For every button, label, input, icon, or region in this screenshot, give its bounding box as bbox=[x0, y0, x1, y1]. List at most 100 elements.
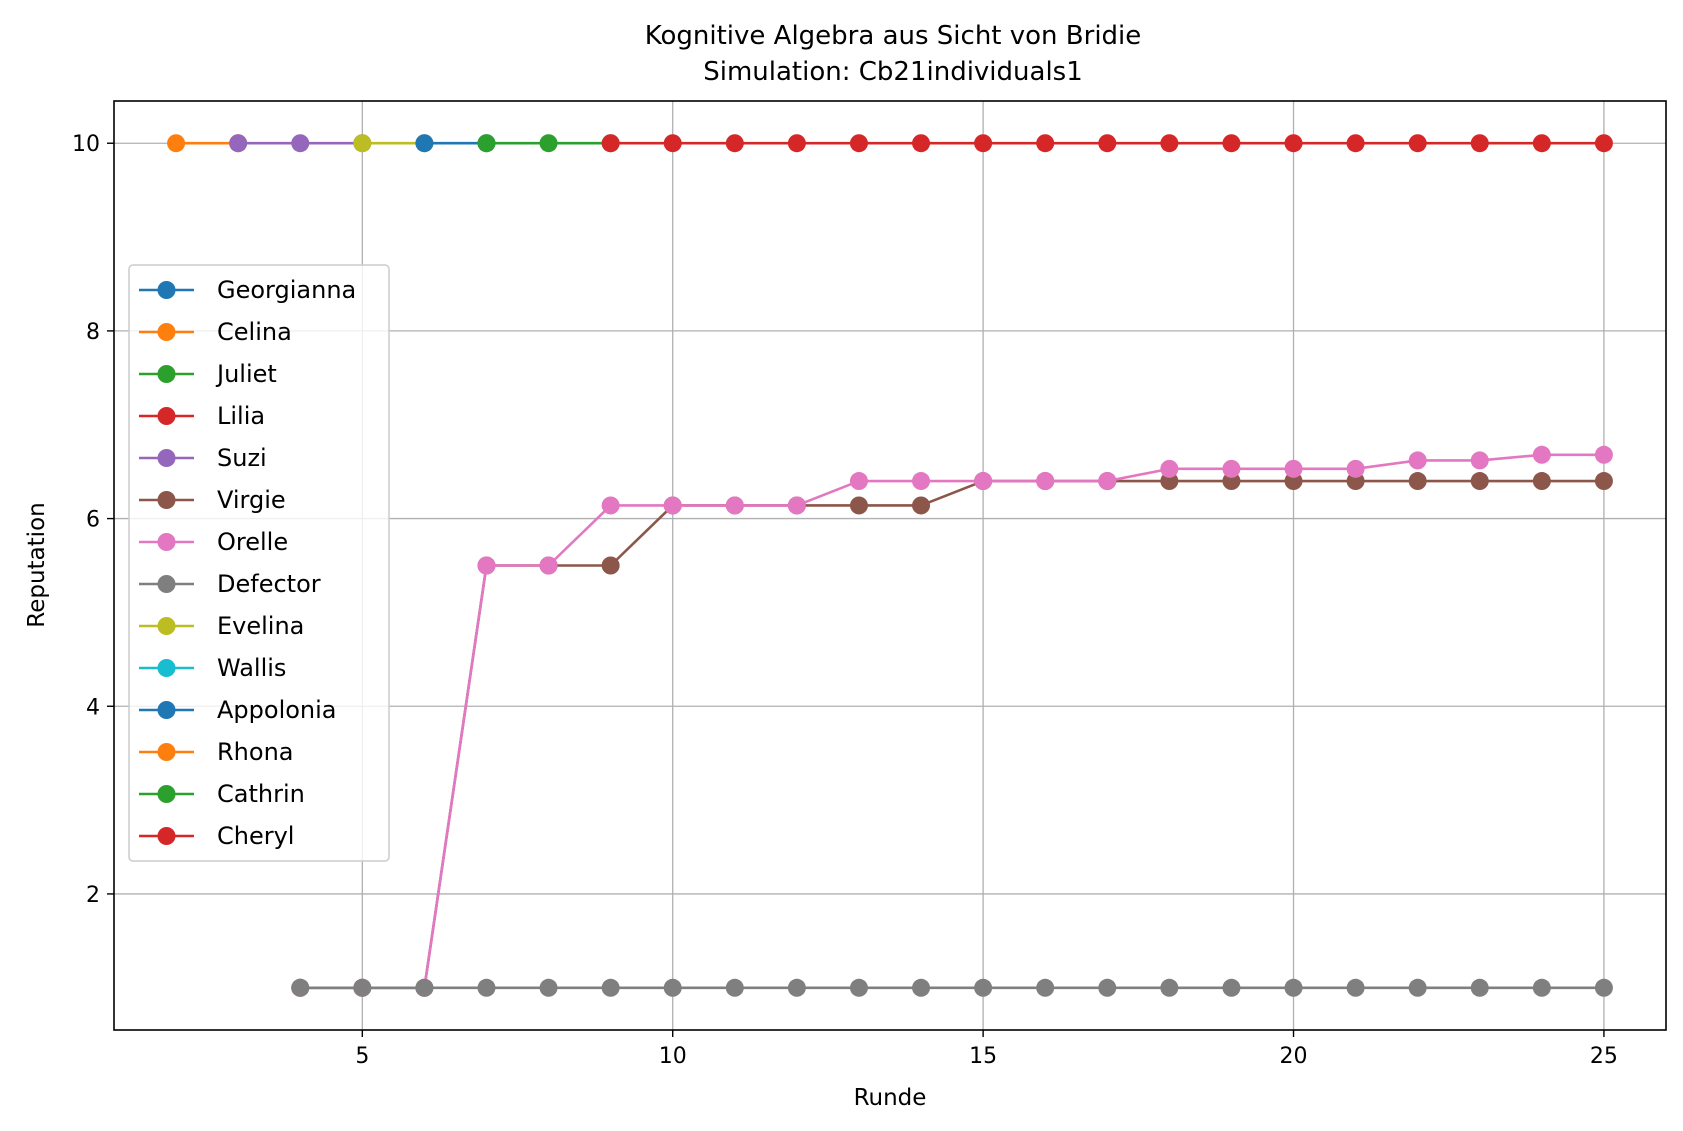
data-point bbox=[1098, 134, 1117, 153]
axis-ticks: 5 10 15 20 25 2 4 6 8 10 bbox=[72, 132, 1618, 1069]
legend-swatch-marker bbox=[157, 617, 176, 635]
data-point bbox=[849, 496, 868, 515]
legend-swatch-marker bbox=[157, 407, 176, 425]
data-point bbox=[1222, 459, 1241, 478]
legend-label: Virgie bbox=[217, 486, 286, 514]
data-point bbox=[1532, 445, 1551, 464]
legend-swatch-marker bbox=[157, 365, 176, 383]
data-point bbox=[1594, 445, 1613, 464]
data-point bbox=[477, 556, 496, 575]
data-point bbox=[1036, 472, 1055, 491]
data-point bbox=[291, 978, 310, 997]
data-point bbox=[291, 134, 310, 153]
data-point bbox=[167, 134, 186, 153]
data-point bbox=[1346, 978, 1365, 997]
data-point bbox=[1408, 451, 1427, 470]
series-line bbox=[300, 453, 1604, 990]
series-defector bbox=[291, 978, 1613, 997]
data-point bbox=[1098, 472, 1117, 491]
x-axis-label: Runde bbox=[854, 1085, 927, 1111]
x-tick-label: 20 bbox=[1280, 1044, 1308, 1069]
data-point bbox=[1408, 134, 1427, 153]
legend-item-cheryl: Cheryl bbox=[139, 822, 294, 850]
legend-label: Wallis bbox=[217, 654, 286, 682]
legend-swatch-marker bbox=[157, 575, 176, 593]
series-line bbox=[300, 479, 1604, 990]
data-point bbox=[1532, 134, 1551, 153]
data-point bbox=[849, 472, 868, 491]
data-point bbox=[601, 134, 620, 153]
legend-label: Lilia bbox=[217, 402, 265, 430]
legend-item-rhona: Rhona bbox=[139, 738, 294, 766]
data-point bbox=[1284, 134, 1303, 153]
series-layer bbox=[167, 134, 1613, 997]
x-tick-label: 25 bbox=[1590, 1044, 1618, 1069]
data-point bbox=[601, 978, 620, 997]
data-point bbox=[539, 134, 558, 153]
data-point bbox=[912, 472, 931, 491]
data-point bbox=[1470, 472, 1489, 491]
data-point bbox=[477, 134, 496, 153]
data-point bbox=[912, 978, 931, 997]
data-point bbox=[849, 978, 868, 997]
series-suzi bbox=[229, 134, 372, 153]
legend-label: Juliet bbox=[215, 360, 277, 388]
data-point bbox=[601, 556, 620, 575]
legend-swatch-marker bbox=[157, 701, 176, 719]
legend-swatch-marker bbox=[157, 785, 176, 803]
data-point bbox=[353, 134, 372, 153]
data-point bbox=[1594, 472, 1613, 491]
legend-item-evelina: Evelina bbox=[139, 612, 304, 640]
chart-title: Kognitive Algebra aus Sicht von Bridie bbox=[645, 21, 1142, 51]
x-tick-label: 5 bbox=[355, 1044, 369, 1069]
data-point bbox=[1408, 978, 1427, 997]
data-point bbox=[787, 134, 806, 153]
data-point bbox=[725, 978, 744, 997]
data-point bbox=[601, 496, 620, 515]
data-point bbox=[1346, 134, 1365, 153]
legend-label: Defector bbox=[217, 570, 321, 598]
data-point bbox=[1470, 134, 1489, 153]
legend-swatch-marker bbox=[157, 323, 176, 341]
data-point bbox=[1408, 472, 1427, 491]
legend-label: Georgianna bbox=[217, 276, 356, 304]
legend-swatch-marker bbox=[157, 281, 176, 299]
legend-swatch-marker bbox=[157, 743, 176, 761]
legend-item-juliet: Juliet bbox=[139, 360, 277, 388]
data-point bbox=[849, 134, 868, 153]
legend-label: Celina bbox=[217, 318, 292, 346]
x-tick-label: 10 bbox=[659, 1044, 687, 1069]
data-point bbox=[1036, 978, 1055, 997]
legend-item-virgie: Virgie bbox=[139, 486, 286, 514]
legend-item-orelle: Orelle bbox=[139, 528, 288, 556]
data-point bbox=[787, 978, 806, 997]
y-axis-label: Reputation bbox=[24, 502, 50, 627]
data-point bbox=[477, 978, 496, 997]
legend-swatch-marker bbox=[157, 491, 176, 509]
legend-item-wallis: Wallis bbox=[139, 654, 286, 682]
data-point bbox=[974, 472, 993, 491]
data-point bbox=[1532, 978, 1551, 997]
data-point bbox=[1470, 978, 1489, 997]
data-point bbox=[539, 978, 558, 997]
legend-swatch-marker bbox=[157, 659, 176, 677]
legend-label: Evelina bbox=[217, 612, 304, 640]
data-point bbox=[1036, 134, 1055, 153]
series-orelle bbox=[291, 445, 1613, 997]
legend-label: Cheryl bbox=[217, 822, 294, 850]
chart-subtitle: Simulation: Cb21individuals1 bbox=[703, 57, 1083, 87]
legend-frame bbox=[128, 264, 390, 862]
y-tick-label: 8 bbox=[86, 320, 100, 345]
data-point bbox=[725, 134, 744, 153]
legend-item-georgianna: Georgianna bbox=[139, 276, 356, 304]
legend-label: Orelle bbox=[217, 528, 288, 556]
data-point bbox=[1222, 134, 1241, 153]
data-point bbox=[353, 978, 372, 997]
legend-item-defector: Defector bbox=[139, 570, 321, 598]
y-tick-label: 10 bbox=[72, 132, 100, 157]
data-point bbox=[1284, 978, 1303, 997]
data-point bbox=[912, 134, 931, 153]
data-point bbox=[415, 134, 434, 153]
data-point bbox=[1284, 459, 1303, 478]
